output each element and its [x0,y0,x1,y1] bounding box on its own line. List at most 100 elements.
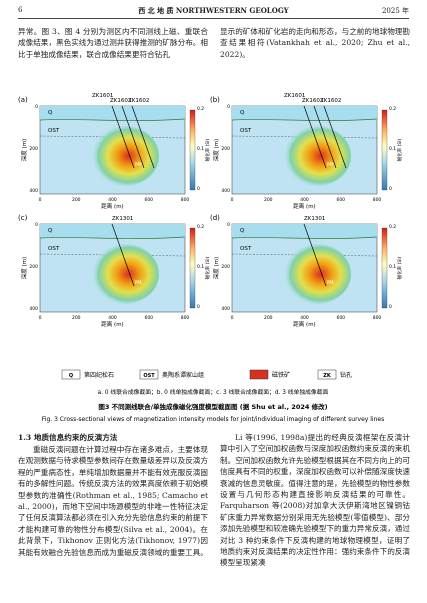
y-tick-label: 0 [35,104,38,110]
colorbar [381,227,388,309]
anomaly [91,244,159,304]
y-tick-label: 200 [29,146,38,152]
colorbar-tick: 0.2 [389,106,396,112]
sub-caption: a. 0 线联合成像截面；b. 0 线单独成像截面；c. 3 线联合成像截面；d… [98,388,329,396]
unit-boundary [39,135,186,139]
unit-label: Mt [327,162,335,168]
well-label: ZK1301 [112,216,133,222]
x-tick-label: 200 [72,315,81,321]
well-label: ZK1602 [320,98,341,104]
y-tick-label: 200 [221,146,230,152]
x-tick-label: 400 [300,197,309,203]
unit-label: Q [240,110,245,116]
x-tick-label: 800 [181,315,190,321]
x-tick-label: 800 [373,315,382,321]
panel-label: (c) [18,214,28,222]
colorbar-title: 磁化率 (SI) [396,256,403,279]
anomaly [283,126,351,186]
y-tick-label: 0 [35,222,38,228]
y-axis-title: 深度 (m) [212,257,220,279]
x-tick-label: 600 [336,197,345,203]
panel-label: (a) [18,96,28,104]
x-tick-label: 0 [231,197,234,203]
anomaly [91,126,159,186]
x-tick-label: 800 [181,197,190,203]
x-axis-title: 距离 (m) [293,320,315,328]
anomaly [283,244,351,304]
shallow-layer [40,224,185,238]
borehole [131,105,155,169]
unit-boundary [231,253,378,257]
borehole [323,105,347,169]
unit-label: Mt [135,280,143,286]
x-tick-label: 800 [373,197,382,203]
unit-label: Q [48,110,53,116]
x-axis-title: 距离 (m) [101,202,123,210]
colorbar-tick: 0.1 [389,264,396,270]
colorbar [381,109,388,191]
paragraph: Li 等(1996, 1998a)提出的经典反演框架在反演计算中引入了空间加权函… [220,433,410,568]
x-tick-label: 200 [264,197,273,203]
y-axis-title: 深度 (m) [20,139,28,161]
header-rule [18,18,409,19]
x-tick-label: 200 [72,197,81,203]
unit-boundary [39,236,186,239]
legend-swatch [61,369,81,380]
colorbar-tick: 0.2 [197,224,204,230]
y-tick-label: 400 [221,188,230,194]
colorbar-tick: 0.2 [197,106,204,112]
caption-en: Fig. 3 Cross-sectional views of magnetiz… [42,416,384,423]
y-tick-label: 400 [221,306,230,312]
colorbar-title: 磁化率 (SI) [396,138,403,161]
colorbar-tick: 0.1 [197,264,204,270]
paragraph: 重磁反演问题在计算过程中存在诸多难点，主要体现在观测数据与待求模型参数间存在数量… [18,445,208,557]
y-tick-label: 400 [29,188,38,194]
legend-swatch [139,369,159,380]
colorbar-tick: 0 [389,186,392,192]
unit-label: OST [240,246,252,252]
legend-text: 磁铁矿 [272,371,290,379]
unit-boundary [231,236,378,239]
legend-text: 钻孔 [340,371,352,379]
y-tick-label: 200 [29,264,38,270]
borehole [121,105,145,169]
panel-label: (b) [210,96,220,104]
well-label: ZK1602 [128,98,149,104]
colorbar-tick: 0 [197,186,200,192]
well-label: ZK1601 [284,93,305,99]
colorbar-tick: 0.1 [389,146,396,152]
well-label: ZK1603 [302,98,324,104]
x-tick-label: 400 [108,197,117,203]
y-tick-label: 0 [227,104,230,110]
legend-key: OST [143,373,155,379]
legend-text: 奥陶系谭家山组 [162,371,204,379]
legend-swatch [249,369,269,380]
x-tick-label: 200 [264,315,273,321]
borehole [303,105,327,169]
borehole [111,105,135,169]
page-number: 6 [18,6,23,14]
unit-label: Mt [135,162,143,168]
x-tick-label: 600 [144,315,153,321]
legend-swatch [317,369,337,380]
caption: 图3 不同测线联合/单独成像磁化强度模型截面图 (据 Shu et al., 2… [98,402,327,411]
paragraph: 异常。图 3、图 4 分别为测区内不同测线上磁、重联合成像结果，黑色实线为通过测… [18,27,208,59]
x-tick-label: 0 [39,315,42,321]
x-tick-label: 600 [144,197,153,203]
paragraph: 显示的矿体和矿化岩的走向和形态，与之前的地球物理勘查结果相符(Vatankhah… [220,27,410,59]
y-tick-label: 200 [221,264,230,270]
unit-label: OST [240,128,252,134]
unit-boundary [39,118,186,121]
unit-boundary [231,135,378,139]
borehole [111,223,135,287]
y-axis-title: 深度 (m) [212,139,220,161]
section-heading: 1.3 地质信息约束的反演方法 [18,433,118,442]
colorbar-tick: 0 [197,304,200,310]
colorbar [189,227,196,309]
borehole [313,105,337,169]
legend-key: ZK [323,373,332,379]
x-axis-title: 距离 (m) [293,202,315,210]
colorbar-title: 磁化率 (SI) [204,138,211,161]
